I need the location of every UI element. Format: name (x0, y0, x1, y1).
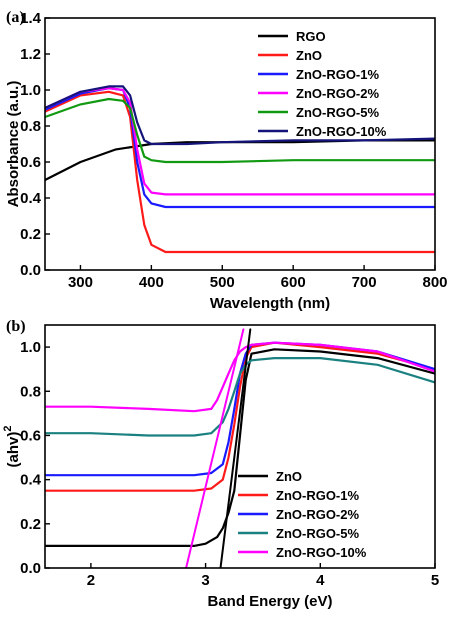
panel-a-y-tick-label: 0.6 (20, 154, 41, 171)
panel-b-series-zno-rgo-10- (45, 341, 435, 413)
panel-b-y-tick-label: 0.8 (20, 383, 41, 400)
panel-b-legend-label-zno: ZnO (276, 469, 302, 484)
panel-b-legend-label-zno-rgo-10-: ZnO-RGO-10% (276, 545, 367, 560)
panel-b-y-tick-label: 0.2 (20, 516, 41, 533)
panel-a-legend-label-zno-rgo-1-: ZnO-RGO-1% (296, 67, 379, 82)
panel-a-x-tick-label: 800 (422, 274, 447, 291)
panel-a-series-zno-rgo-2- (45, 87, 435, 196)
panel-b-y-tick-label: 1.0 (20, 339, 41, 356)
panel-a: 300 400 500 600 700 800 0.0 0.2 0.4 0.6 0.8 1.0 1.2 1… (5, 9, 448, 312)
panel-a-y-tick-label: 0.8 (20, 118, 41, 135)
panel-a-x-tick-label: 400 (139, 274, 164, 291)
panel-a-x-tick-label: 700 (352, 274, 377, 291)
panel-b-y-tick-label: 0.6 (20, 427, 41, 444)
panel-b-label: (b) (6, 318, 26, 335)
panel-a-legend-label-zno-rgo-2-: ZnO-RGO-2% (296, 86, 379, 101)
panel-b-y-tick-label: 0.0 (20, 560, 41, 577)
panel-a-y-tick-label: 1.2 (20, 46, 41, 63)
panel-a-y-tick-label: 0.2 (20, 226, 41, 243)
panel-a-legend-label-zno-rgo-5-: ZnO-RGO-5% (296, 105, 379, 120)
panel-a-series-zno (45, 90, 435, 254)
panel-b-x-tick-label: 4 (316, 572, 325, 589)
panel-a-plot-frame (44, 17, 436, 271)
panel-a-series-group (45, 85, 435, 254)
panel-a-legend-label-zno-rgo-10-: ZnO-RGO-10% (296, 124, 387, 139)
panel-b-y-tick-label: 0.4 (20, 472, 42, 489)
panel-b-y-axis-title: (ahv)2 (2, 426, 22, 468)
panel-b-series-zno (45, 348, 435, 548)
panel-b-legend-label-zno-rgo-2-: ZnO-RGO-2% (276, 507, 359, 522)
panel-b-series-zno-rgo-5- (45, 357, 435, 437)
panel-a-legend-label-rgo: RGO (296, 29, 326, 44)
panel-b-legend-label-zno-rgo-5-: ZnO-RGO-5% (276, 526, 359, 541)
panel-a-x-tick-label: 600 (281, 274, 306, 291)
panel-b-x-tick-label: 3 (201, 572, 209, 589)
panel-b-series-zno-rgo-1- (45, 341, 435, 492)
panel-b-x-tick-label: 5 (431, 572, 439, 589)
panel-a-label: (a) (6, 9, 25, 26)
panel-b-legend-label-zno-rgo-1-: ZnO-RGO-1% (276, 488, 359, 503)
panel-b-y-axis-title-superscript: 2 (2, 426, 14, 432)
panel-a-y-tick-label: 1.0 (20, 82, 41, 99)
panel-a-series-zno-rgo-10- (45, 85, 435, 146)
panel-a-y-axis-title: Absorbance (a.u.) (5, 81, 22, 208)
panel-a-legend-label-zno: ZnO (296, 48, 322, 63)
panel-b-series-tangent-6 (219, 328, 252, 568)
panel-b-series-group (45, 328, 435, 568)
panel-b-plot-frame (44, 324, 436, 569)
panel-a-y-tick-label: 1.4 (20, 10, 42, 27)
panel-b-series-tangent-5 (185, 328, 245, 568)
panel-a-x-tick-label: 500 (210, 274, 235, 291)
panel-b-x-tick-label: 2 (87, 572, 95, 589)
panel-a-y-tick-label: 0.4 (20, 190, 42, 207)
panel-b-x-axis-title: Band Energy (eV) (207, 593, 332, 610)
panel-b: 2 3 4 5 0.0 0.2 0.4 0.6 0.8 1.0 Band Energy (eV) (a… (2, 318, 439, 610)
panel-a-x-axis-title: Wavelength (nm) (210, 295, 330, 312)
panel-a-y-tick-label: 0.0 (20, 262, 41, 279)
panel-a-series-zno-rgo-5- (45, 97, 435, 164)
panel-a-x-tick-label: 300 (68, 274, 93, 291)
